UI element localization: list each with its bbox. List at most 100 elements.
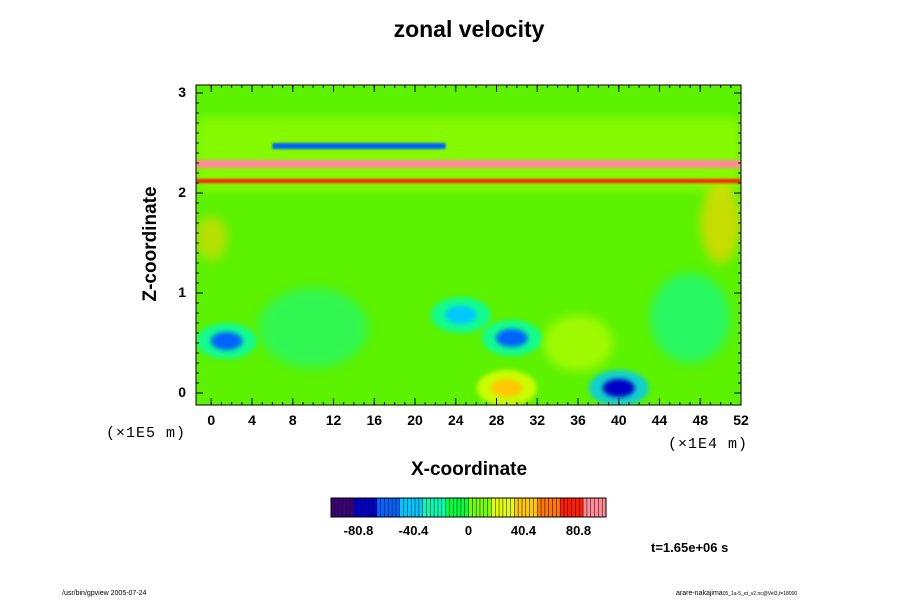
colorbar-cell xyxy=(380,498,385,517)
colorbar-cell xyxy=(506,498,511,517)
colorbar-cell xyxy=(575,498,580,517)
x-tick-label: 0 xyxy=(207,412,216,428)
colorbar-cell xyxy=(495,498,500,517)
plot-frame xyxy=(195,84,742,406)
colorbar-cell xyxy=(415,498,420,517)
heatmap-eddy xyxy=(210,332,243,350)
colorbar-cell xyxy=(586,498,592,517)
colorbar-cell xyxy=(548,498,553,517)
colorbar-cell xyxy=(334,498,339,517)
upper-warm-band xyxy=(196,118,741,191)
colorbar-cell xyxy=(376,498,381,517)
x-axis-unit: (×1E4 m) xyxy=(668,436,749,453)
colorbar-cell xyxy=(552,498,557,517)
x-axis-label: X-coordinate xyxy=(410,459,528,480)
edge-warm-spot xyxy=(700,183,741,263)
colorbar-cell xyxy=(411,498,416,517)
colorbar-cell xyxy=(479,498,485,517)
colorbar-cell xyxy=(453,498,458,517)
footer-left: /usr/bin/gpview 2005-07-24 xyxy=(62,590,147,597)
colorbar-cell xyxy=(426,498,431,517)
colorbar-cell xyxy=(422,498,427,517)
heatmap-eddy xyxy=(602,379,635,397)
plot-area xyxy=(196,85,741,405)
y-axis-unit: (×1E5 m) xyxy=(106,425,187,442)
x-tick-label: 44 xyxy=(651,412,668,428)
colorbar-cell xyxy=(499,498,504,517)
colorbar-cell xyxy=(468,498,473,517)
cool-region xyxy=(258,288,369,368)
colorbar-tick-label: -80.8 xyxy=(343,523,374,538)
colorbar-cell xyxy=(445,498,450,517)
colorbar-cell xyxy=(361,498,366,517)
colorbar-cell xyxy=(350,498,355,517)
x-tick-label: 52 xyxy=(733,412,749,428)
y-tick-label: 1 xyxy=(178,284,186,300)
colorbar-cell xyxy=(403,498,408,517)
chart-title: zonal velocity xyxy=(393,16,545,42)
colorbar-cell xyxy=(373,498,378,517)
footer-right-small: 05_1a-5_et_v2.nc@Vel3,t=18000 xyxy=(722,591,798,597)
colorbar-cell xyxy=(583,498,588,517)
time-label: t=1.65e+06 s xyxy=(651,540,729,555)
colorbar-frame xyxy=(330,497,607,518)
colorbar-tick-label: 0 xyxy=(464,523,473,538)
colorbar-cell xyxy=(594,498,599,517)
colorbar-cell xyxy=(353,498,359,517)
colorbar-cell xyxy=(399,498,404,517)
colorbar-cell xyxy=(388,498,393,517)
colorbar-cell xyxy=(533,498,538,517)
x-tick-label: 48 xyxy=(692,412,709,428)
x-tick-label: 36 xyxy=(570,412,586,428)
colorbar-cell xyxy=(544,498,550,517)
colorbar-cell xyxy=(487,498,492,517)
x-tick-label: 32 xyxy=(529,412,546,428)
colorbar-cell xyxy=(457,498,462,517)
x-tick-label: 24 xyxy=(447,412,464,428)
colorbar-cell xyxy=(571,498,576,517)
footer-right: arare-nakajima05_1a-5_et_v2.nc@Vel3,t=18… xyxy=(676,590,797,597)
colorbar-cell xyxy=(472,498,477,517)
colorbar-cell xyxy=(434,498,439,517)
cool-region xyxy=(650,273,731,363)
colorbar-cell xyxy=(590,498,595,517)
colorbar-cell xyxy=(430,498,435,517)
colorbar-tick-label: 80.8 xyxy=(565,523,592,538)
colorbar-cell xyxy=(365,498,370,517)
heatmap-eddy xyxy=(444,306,477,324)
colorbar-cell xyxy=(529,498,534,517)
colorbar-cell xyxy=(502,498,507,517)
colorbar-cell xyxy=(541,498,546,517)
colorbar-cell xyxy=(331,498,336,517)
heatmap-band xyxy=(196,160,741,168)
x-tick-label: 4 xyxy=(248,412,256,428)
colorbar-cell xyxy=(357,498,362,517)
colorbar-cell xyxy=(369,498,374,517)
colorbar-cell xyxy=(395,498,401,517)
x-tick-label: 28 xyxy=(488,412,505,428)
x-tick-label: 40 xyxy=(610,412,627,428)
colorbar-cell xyxy=(449,498,454,517)
colorbar-cell xyxy=(567,498,572,517)
colorbar-cell xyxy=(460,498,465,517)
heatmap-texture xyxy=(196,118,741,405)
colorbar-cell xyxy=(556,498,561,517)
footer-right-main: arare-nakajima xyxy=(676,590,723,597)
colorbar-tick-label: -40.4 xyxy=(398,523,429,538)
colorbar-cell xyxy=(518,498,523,517)
colorbar-cell xyxy=(464,498,469,517)
colorbar-cell xyxy=(560,498,565,517)
colorbar-tick-label: 40.4 xyxy=(510,523,537,538)
edge-warm-spot xyxy=(196,216,228,260)
colorbar-cell xyxy=(407,498,412,517)
colorbar-cell xyxy=(342,498,347,517)
colorbar-cell xyxy=(525,498,530,517)
colorbar-cell xyxy=(483,498,488,517)
colorbar-cell xyxy=(418,498,423,517)
colorbar-cell xyxy=(510,498,515,517)
x-tick-label: 8 xyxy=(288,412,297,428)
heatmap-band xyxy=(196,179,741,183)
warm-region xyxy=(543,315,614,371)
axis-ticks xyxy=(196,85,742,405)
